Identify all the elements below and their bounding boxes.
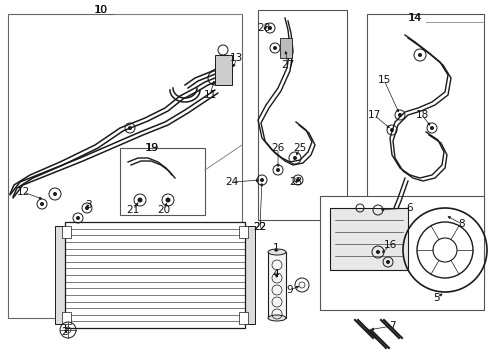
Ellipse shape xyxy=(267,249,285,255)
Circle shape xyxy=(76,216,80,220)
Text: 27: 27 xyxy=(281,60,294,70)
Text: 7: 7 xyxy=(388,321,394,331)
Bar xyxy=(258,10,346,220)
Bar xyxy=(55,226,65,324)
Circle shape xyxy=(137,198,142,202)
Text: 26: 26 xyxy=(271,143,284,153)
Text: 19: 19 xyxy=(144,143,159,153)
Circle shape xyxy=(260,178,264,182)
Text: 13: 13 xyxy=(229,53,242,63)
Bar xyxy=(267,252,285,318)
Circle shape xyxy=(295,178,299,182)
Text: 8: 8 xyxy=(458,219,465,229)
Circle shape xyxy=(272,46,276,50)
Text: 22: 22 xyxy=(253,222,266,232)
Bar xyxy=(239,312,247,324)
Text: 4: 4 xyxy=(272,269,279,279)
Circle shape xyxy=(397,113,401,117)
Bar xyxy=(280,38,291,58)
Circle shape xyxy=(128,126,132,130)
Circle shape xyxy=(275,168,280,172)
Circle shape xyxy=(375,250,379,254)
Text: 28: 28 xyxy=(257,23,270,33)
Bar xyxy=(65,222,244,328)
Ellipse shape xyxy=(267,315,285,321)
Bar xyxy=(329,208,407,270)
Text: 2: 2 xyxy=(61,327,68,337)
Text: 9: 9 xyxy=(286,285,293,295)
Text: 14: 14 xyxy=(407,13,421,23)
Text: 22: 22 xyxy=(253,222,266,232)
Bar xyxy=(215,55,231,85)
Text: 17: 17 xyxy=(366,110,380,120)
Bar xyxy=(8,14,242,318)
Text: 6: 6 xyxy=(406,203,412,213)
Text: 18: 18 xyxy=(414,110,428,120)
Bar xyxy=(244,226,254,324)
Circle shape xyxy=(417,53,421,57)
Circle shape xyxy=(385,260,389,264)
Circle shape xyxy=(429,126,433,130)
Circle shape xyxy=(165,198,170,202)
Text: 21: 21 xyxy=(126,205,140,215)
Circle shape xyxy=(53,192,57,196)
Circle shape xyxy=(40,202,44,206)
Text: 1: 1 xyxy=(272,243,279,253)
Text: 16: 16 xyxy=(383,240,396,250)
Text: 24: 24 xyxy=(225,177,238,187)
Text: 15: 15 xyxy=(377,75,390,85)
Text: 25: 25 xyxy=(293,143,306,153)
Text: 11: 11 xyxy=(203,90,216,100)
Text: 10: 10 xyxy=(94,5,107,15)
Bar xyxy=(62,312,71,324)
Bar xyxy=(62,226,71,238)
Circle shape xyxy=(267,26,271,30)
Bar xyxy=(120,148,204,215)
Circle shape xyxy=(292,156,296,160)
Text: 23: 23 xyxy=(289,177,302,187)
Circle shape xyxy=(85,206,89,210)
Text: 14: 14 xyxy=(407,13,421,23)
Bar xyxy=(319,196,483,310)
Text: 3: 3 xyxy=(84,200,91,210)
Text: 19: 19 xyxy=(145,143,158,153)
Text: 20: 20 xyxy=(157,205,170,215)
Text: 10: 10 xyxy=(94,5,108,15)
Bar xyxy=(366,14,483,290)
Text: 5: 5 xyxy=(432,293,438,303)
Bar xyxy=(239,226,247,238)
Circle shape xyxy=(389,128,393,132)
Text: 12: 12 xyxy=(16,187,30,197)
